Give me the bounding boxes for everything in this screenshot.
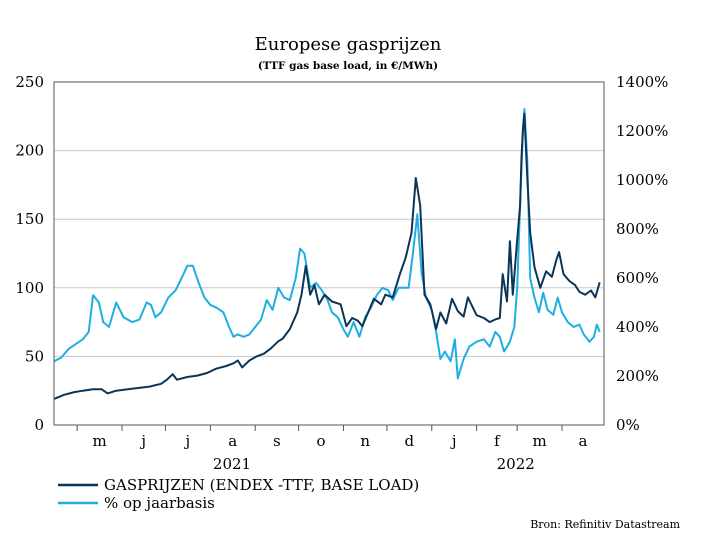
legend-label-jaarbasis: % op jaarbasis [104, 494, 215, 512]
x-axis: m j j a s o n d j f m a 2021 2022 [76, 425, 588, 473]
x-tick-label: s [273, 432, 281, 450]
x-tick-label: m [532, 432, 546, 450]
y-left-tick-label: 0 [34, 416, 44, 434]
y-axis-left: 0 50 100 150 200 250 [15, 73, 44, 434]
y-right-tick-label: 200% [616, 367, 659, 385]
x-tick-label: a [228, 432, 237, 450]
x-tick-label: m [92, 432, 106, 450]
x-tick-label: j [450, 432, 457, 450]
x-tick-label: f [494, 432, 501, 450]
x-tick-label: d [405, 432, 415, 450]
y-right-tick-label: 1400% [616, 73, 668, 91]
y-left-tick-label: 250 [15, 73, 44, 91]
plot-frame [53, 81, 605, 426]
y-right-tick-label: 1000% [616, 171, 668, 189]
y-right-tick-label: 1200% [616, 122, 668, 140]
legend-label-gasprijzen: GASPRIJZEN (ENDEX -TTF, BASE LOAD) [104, 476, 419, 494]
series-lines [53, 108, 601, 400]
legend: GASPRIJZEN (ENDEX -TTF, BASE LOAD) % op … [58, 476, 419, 512]
x-tick-label: a [579, 432, 588, 450]
source-note: Bron: Refinitiv Datastream [530, 518, 680, 531]
y-left-tick-label: 100 [15, 279, 44, 297]
x-tick-label: o [317, 432, 326, 450]
y-right-tick-label: 0% [616, 416, 640, 434]
x-year-label: 2022 [497, 455, 535, 473]
y-right-tick-label: 800% [616, 220, 659, 238]
x-tick-label: j [184, 432, 191, 450]
y-right-tick-label: 600% [616, 269, 659, 287]
chart-title: Europese gasprijzen [255, 34, 442, 55]
chart-subtitle: (TTF gas base load, in €/MWh) [258, 60, 438, 72]
y-left-tick-label: 150 [15, 210, 44, 228]
x-year-label: 2021 [213, 455, 251, 473]
x-tick-label: n [360, 432, 370, 450]
y-left-tick-label: 50 [25, 347, 44, 365]
y-right-tick-label: 400% [616, 318, 659, 336]
series-line-gasprijzen [53, 112, 601, 400]
x-tick-label: j [139, 432, 146, 450]
y-axis-right: 0% 200% 400% 600% 800% 1000% 1200% 1400% [616, 73, 668, 434]
y-left-tick-label: 200 [15, 142, 44, 160]
